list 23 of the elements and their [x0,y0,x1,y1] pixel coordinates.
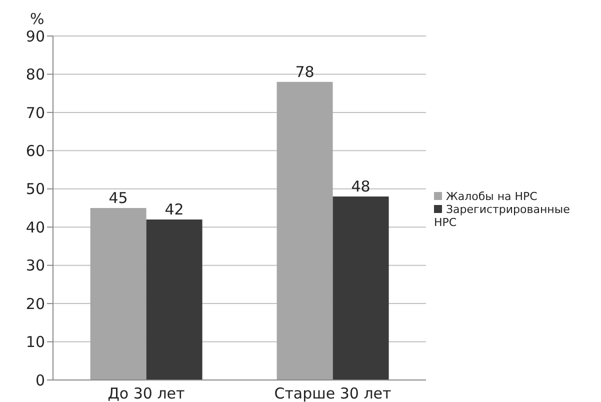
y-tick-label: 40 [26,218,45,236]
y-tick-label: 10 [26,333,45,352]
y-tick-label: 30 [26,256,45,275]
y-tick-label: 70 [26,104,45,122]
data-label: 48 [351,178,370,196]
y-tick-label: 20 [26,294,45,313]
x-tick-label: Старше 30 лет [274,384,392,402]
bar [146,219,202,380]
data-label: 78 [295,62,314,81]
x-tick-label: До 30 лет [108,384,186,402]
y-tick-label: 0 [35,371,45,390]
data-label: 45 [108,189,128,207]
y-tick-label: 50 [26,180,45,198]
data-label: 42 [164,200,184,218]
y-axis-title: % [30,10,44,28]
y-tick-label: 60 [26,142,45,160]
bar [332,196,389,380]
bar [90,208,146,380]
legend-label: Жалобы на НРС [446,190,538,202]
legend-label: Зарегистрированные НРС [434,202,570,228]
bar [276,82,333,380]
y-tick-label: 80 [26,66,45,84]
y-tick-label: 90 [26,27,45,46]
